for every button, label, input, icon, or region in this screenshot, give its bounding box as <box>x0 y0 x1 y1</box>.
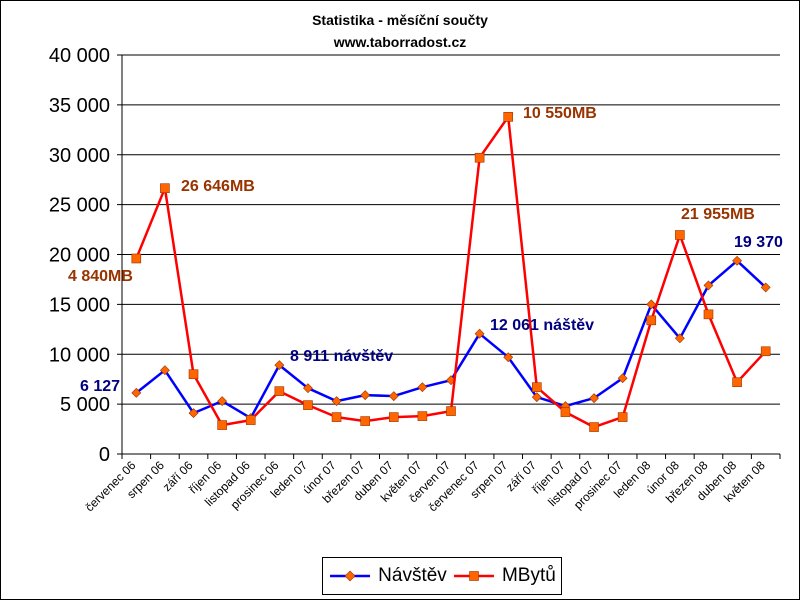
y-tick-label: 35 000 <box>49 95 110 117</box>
chart-subtitle: www.taborradost.cz <box>333 34 467 50</box>
legend-item-mb: MBytů <box>452 565 556 587</box>
data-point-mb <box>675 230 685 240</box>
data-point-mb <box>703 309 714 320</box>
data-point-mb <box>274 386 285 396</box>
data-point-visits <box>131 387 142 398</box>
y-tick-label: 20 000 <box>49 245 110 267</box>
data-point-mb <box>131 253 142 264</box>
y-tick-label: 40 000 <box>49 45 110 67</box>
data-point-visits <box>159 365 170 376</box>
legend-mb-symbol <box>453 571 494 581</box>
data-point-mb <box>360 416 370 426</box>
data-point-mb <box>417 411 428 421</box>
data-point-visits <box>531 392 542 403</box>
data-point-visits <box>274 360 285 371</box>
data-point-mb <box>388 412 399 422</box>
y-tick-label: 25 000 <box>49 195 110 217</box>
annotation-visits-jul06: 6 127 <box>80 378 121 395</box>
data-point-mb <box>188 369 199 380</box>
data-point-visits <box>388 391 399 402</box>
data-point-mb <box>560 407 571 417</box>
annotation-visits-jul07: 12 061 náštěv <box>490 317 595 334</box>
data-point-visits <box>360 390 371 401</box>
data-point-mb <box>760 346 771 357</box>
legend-item-visits: Návštěv <box>328 565 447 587</box>
data-point-visits <box>674 333 685 344</box>
legend-visits-label: Návštěv <box>378 565 447 586</box>
data-point-mb <box>532 382 542 392</box>
data-point-mb <box>589 422 599 432</box>
annotation-visits-dec06: 8 911 návštěv <box>290 348 394 365</box>
y-tick-label: 15 000 <box>49 294 110 316</box>
data-point-visits <box>703 280 714 291</box>
y-tick-label: 10 000 <box>49 344 110 366</box>
y-tick-label: 0 <box>99 444 110 466</box>
legend-visits-symbol <box>330 570 371 582</box>
data-point-mb <box>217 420 227 430</box>
y-tick-label: 5 000 <box>60 394 110 416</box>
annotation-mb-aug07: 10 550MB <box>523 105 597 122</box>
data-point-visits <box>188 408 199 419</box>
legend-mb-label: MBytů <box>501 565 556 586</box>
annotation-mb-feb08: 21 955MB <box>681 206 755 223</box>
data-point-mb <box>245 415 256 425</box>
data-point-visits <box>760 282 771 293</box>
data-point-visits <box>732 255 743 266</box>
data-point-visits <box>617 373 628 384</box>
data-point-mb <box>446 406 456 416</box>
data-point-visits <box>474 328 485 339</box>
y-tick-label: 30 000 <box>49 145 110 167</box>
series-line-0 <box>135 259 767 420</box>
chart-title: Statistika - měsíční součty <box>312 12 488 28</box>
data-point-mb <box>617 412 628 422</box>
annotation-visits-apr08: 19 370 <box>734 234 783 251</box>
data-point-visits <box>331 396 342 407</box>
legend: Návštěv MBytů <box>322 557 562 595</box>
data-point-visits <box>303 383 313 394</box>
data-point-mb <box>160 183 170 194</box>
data-point-mb <box>646 315 657 326</box>
annotation-mb-aug06: 26 646MB <box>181 178 255 195</box>
annotation-mb-jul06: 4 840MB <box>68 268 133 285</box>
data-point-visits <box>217 396 228 407</box>
data-point-visits <box>589 393 599 404</box>
data-point-mb <box>474 152 485 163</box>
data-point-visits <box>417 382 428 393</box>
data-point-mb <box>732 377 742 387</box>
data-point-visits <box>503 352 514 363</box>
data-point-mb <box>303 400 313 410</box>
data-point-visits <box>646 299 657 310</box>
data-point-mb <box>331 412 342 422</box>
data-point-mb <box>503 112 514 122</box>
